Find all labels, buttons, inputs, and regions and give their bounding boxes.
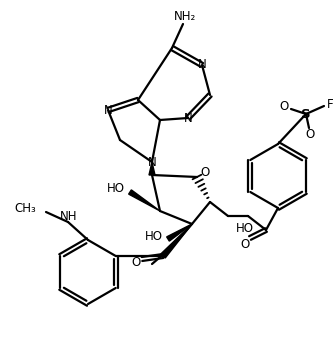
Text: O: O [240, 238, 250, 251]
Polygon shape [149, 162, 155, 175]
Text: F: F [327, 97, 333, 110]
Text: O: O [200, 166, 210, 178]
Text: S: S [301, 108, 311, 120]
Text: N: N [103, 103, 112, 116]
Text: N: N [198, 58, 206, 72]
Text: N: N [184, 112, 193, 125]
Text: HO: HO [107, 183, 125, 195]
Text: O: O [131, 257, 141, 269]
Text: O: O [279, 101, 289, 114]
Text: CH₃: CH₃ [14, 201, 36, 215]
Text: HO: HO [236, 222, 254, 234]
Text: NH₂: NH₂ [174, 11, 196, 23]
Text: N: N [148, 155, 156, 169]
Text: O: O [305, 129, 314, 142]
Text: HO: HO [145, 230, 163, 244]
Polygon shape [161, 224, 192, 258]
Polygon shape [167, 224, 192, 241]
Polygon shape [129, 190, 160, 211]
Text: NH: NH [60, 211, 78, 223]
